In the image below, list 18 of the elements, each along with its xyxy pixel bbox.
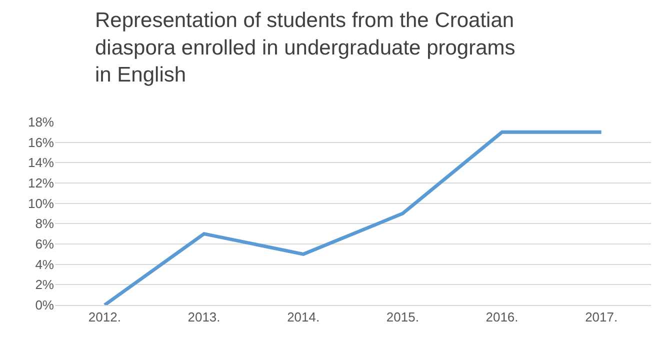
x-tick-label: 2015.: [386, 310, 419, 325]
y-tick-label: 8%: [35, 216, 54, 232]
y-tick-label: 6%: [35, 236, 54, 252]
x-tick-label: 2017.: [585, 310, 618, 325]
y-tick-label: 0%: [35, 298, 54, 313]
y-tick-label: 4%: [35, 256, 54, 272]
x-tick-label: 2012.: [88, 310, 121, 325]
y-tick-label: 12%: [28, 176, 54, 191]
line-series: [102, 130, 604, 305]
x-tick-label: 2016.: [486, 310, 518, 325]
y-tick-label: 16%: [28, 134, 54, 150]
y-tick-label: 18%: [28, 114, 54, 130]
y-tick-label: 14%: [28, 155, 54, 170]
x-tick-label: 2013.: [188, 310, 220, 325]
y-tick-label: 2%: [35, 277, 54, 292]
x-tick-label: 2014.: [287, 310, 320, 325]
y-tick-label: 10%: [28, 196, 54, 211]
chart-title: Representation of students from the Croatian diaspora enrolled in undergraduate programs in English: [95, 9, 516, 87]
